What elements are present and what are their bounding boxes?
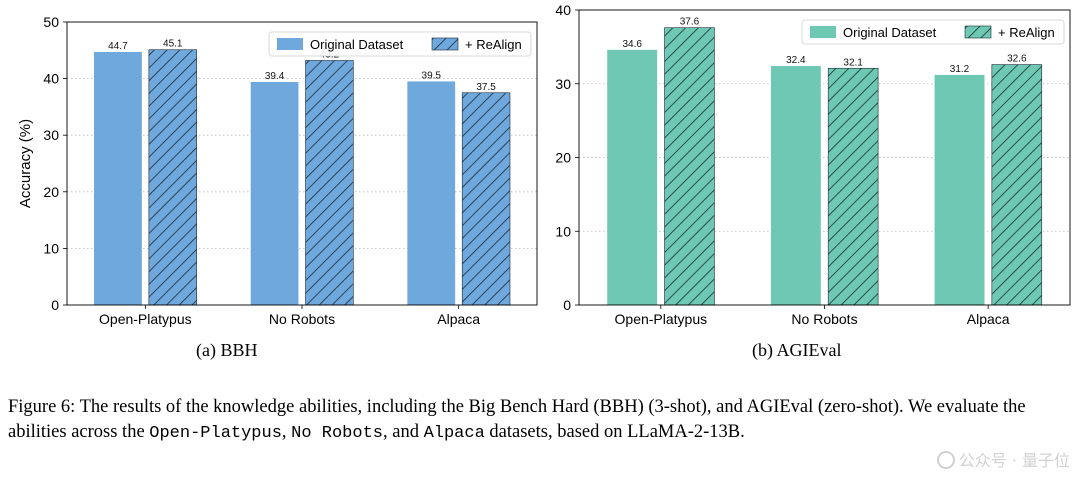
chart-bbh-legend-swatch-original	[277, 38, 303, 50]
chart-bbh-legend-label-original: Original Dataset	[310, 37, 404, 52]
chart-agieval-ytick-label: 0	[563, 297, 571, 313]
caption-sep-1: ,	[281, 422, 292, 442]
caption-sep-2: , and	[382, 422, 424, 442]
chart-bbh-legend	[268, 31, 532, 57]
chart-agieval-bar-no-robots-original	[770, 66, 821, 305]
chart-bbh-ytick-label: 20	[43, 184, 59, 200]
chart-bbh-xtick-label: No Robots	[269, 311, 335, 327]
chart-bbh-ytick-label: 0	[51, 297, 59, 313]
chart-agieval-bar-alpaca-realign	[991, 64, 1043, 306]
chart-bbh-legend-swatch-realign	[431, 37, 459, 51]
subcaption-bbh: (a) BBH	[196, 340, 258, 360]
chart-bbh-ytick-label: 40	[43, 71, 59, 87]
chart-bbh-value-label: 45.1	[163, 39, 183, 50]
chart-agieval-value-label: 32.6	[1007, 54, 1027, 65]
chart-bbh-xtick-label: Alpaca	[437, 311, 480, 327]
chart-agieval-value-label: 34.6	[622, 39, 642, 50]
chart-bbh-value-label: 37.5	[476, 82, 496, 93]
chart-bbh-ytick-label: 50	[43, 14, 59, 30]
caption-text-1: Figure 6: The results of the knowledge a…	[8, 397, 1026, 442]
chart-bbh-bar-no-robots-realign	[305, 60, 354, 306]
caption-dataset-open-platypus: Open-Platypus	[149, 424, 282, 443]
wechat-icon	[936, 451, 955, 469]
chart-bbh-axes-frame	[66, 21, 538, 306]
chart-agieval-legend-swatch-realign	[964, 25, 992, 39]
chart-bbh-xtick-label: Open-Platypus	[99, 311, 192, 327]
chart-agieval-ytick-label: 30	[555, 76, 571, 92]
chart-agieval-value-label: 37.6	[680, 17, 700, 28]
chart-agieval-legend	[801, 19, 1065, 45]
chart-bbh-ylabel: Accuracy (%)	[17, 119, 34, 208]
chart-agieval-xtick-label: Alpaca	[967, 311, 1010, 327]
chart-agieval-bar-open-platypus-original	[607, 49, 658, 306]
chart-bbh-value-label: 44.7	[108, 41, 128, 52]
chart-agieval-axes-frame	[578, 9, 1071, 306]
caption-text-2: datasets, based on LLaMA-2-13B.	[484, 422, 745, 442]
caption-dataset-no-robots: No Robots	[291, 424, 383, 443]
chart-bbh-bar-no-robots-original	[250, 81, 299, 305]
subcaption-agieval: (b) AGIEval	[752, 340, 842, 360]
chart-bbh-legend-label-realign: + ReAlign	[465, 37, 522, 52]
chart-agieval-xtick-label: No Robots	[791, 311, 857, 327]
chart-bbh-ytick-label: 30	[43, 127, 59, 143]
chart-agieval-legend-swatch-original	[810, 26, 836, 38]
chart-bbh-bar-alpaca-original	[407, 81, 456, 306]
chart-agieval-bar-open-platypus-realign	[664, 27, 715, 306]
chart-agieval-value-label: 32.4	[786, 55, 806, 66]
chart-agieval-value-label: 32.1	[843, 57, 863, 68]
chart-agieval-value-label: 31.2	[950, 64, 970, 75]
chart-bbh-ytick-label: 10	[43, 240, 59, 256]
chart-agieval-bar-no-robots-realign	[827, 67, 879, 306]
chart-agieval-bar-alpaca-original	[934, 74, 985, 306]
chart-agieval-legend-label-realign: + ReAlign	[998, 25, 1055, 40]
watermark: 公众号 · 量子位	[936, 447, 1070, 471]
chart-bbh-bar-open-platypus-original	[94, 51, 142, 305]
figure-caption: Figure 6: The results of the knowledge a…	[8, 395, 1074, 446]
chart-agieval-ytick-label: 40	[555, 2, 571, 18]
watermark-text: 公众号 · 量子位	[958, 451, 1070, 470]
chart-agieval: 34.6 37.6 Open-Platypus 32.4 32.1 No Robots 31…	[555, 2, 1071, 327]
chart-bbh-value-label: 39.4	[265, 71, 285, 82]
chart-agieval-ytick-label: 10	[555, 223, 571, 239]
chart-agieval-xtick-label: Open-Platypus	[615, 311, 708, 327]
caption-dataset-alpaca: Alpaca	[423, 424, 485, 443]
chart-agieval-legend-label-original: Original Dataset	[843, 25, 937, 40]
chart-bbh-bar-alpaca-realign	[461, 92, 511, 306]
chart-agieval-ytick-label: 20	[555, 150, 571, 166]
chart-bbh-value-label: 39.5	[422, 70, 442, 81]
chart-bbh-bar-open-platypus-realign	[148, 49, 197, 306]
